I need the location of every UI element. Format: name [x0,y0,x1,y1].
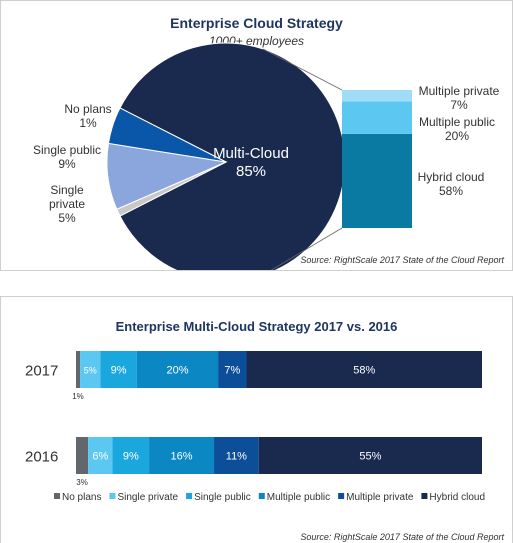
multi-cloud-comparison-panel: Enterprise Multi-Cloud Strategy 2017 vs.… [0,296,513,543]
bar-segment-2017-hybrid-cloud [246,351,482,388]
pie-label-single-private: Single private 5% [31,183,103,225]
breakdown-label-hybrid-cloud-name: Hybrid cloud [417,170,485,184]
breakdown-segment-multiple-public [342,101,412,134]
breakdown-label-multiple-public: Multiple public 20% [414,115,500,143]
bar-value-label-2017-hybrid-cloud: 58% [353,365,375,377]
bar-value-label-2016-single-private: 6% [92,451,108,463]
pie-label-single-private-name: Single private [48,183,86,211]
bar-value-label-2016-multiple-public: 16% [171,451,193,463]
pie-chart-source: Source: RightScale 2017 State of the Clo… [300,255,504,265]
pie-label-single-public: Single public 9% [31,143,103,171]
bar-segment-2017-single-private [80,351,101,388]
pie-label-single-public-name: Single public [32,143,102,157]
legend-label-multiple-public: Multiple public [267,492,330,503]
legend-label-multiple-private: Multiple private [346,492,414,503]
bar-chart-title: Enterprise Multi-Cloud Strategy 2017 vs.… [115,319,398,334]
breakdown-label-multiple-private: Multiple private 7% [414,84,504,112]
connector-line-top [262,48,343,91]
legend-swatch-single-private [109,493,116,499]
bar-value-label-2017-no-plans: 1% [72,392,84,401]
legend-label-single-private: Single private [117,492,178,503]
pie-label-no-plans-name: No plans [64,102,112,116]
legend-label-single-public: Single public [194,492,251,503]
bar-category-label-2017: 2017 [25,363,58,380]
bar-segment-2016-hybrid-cloud [258,437,482,474]
bar-segment-2016-single-private [88,437,113,474]
bar-value-label-2017-multiple-private: 7% [224,365,240,377]
cloud-strategy-panel: Enterprise Cloud Strategy 1000+ employee… [0,0,513,271]
bar-value-label-2017-single-private: 5% [84,366,97,376]
connector-line-bottom [270,227,343,270]
pie-label-multi-cloud-name: Multi-Cloud [213,145,289,162]
pie-slice-single-private [107,107,227,163]
bar-segment-2016-single-public [112,437,150,474]
pie-label-multi-cloud-value: 85% [235,163,267,180]
bar-value-label-2016-multiple-private: 11% [226,451,247,463]
bar-value-label-2017-multiple-public: 20% [166,365,188,377]
breakdown-label-hybrid-cloud: Hybrid cloud 58% [414,170,488,198]
bar-value-label-2017-single-public: 9% [111,365,127,377]
pie-label-single-public-value: 9% [58,157,76,171]
bar-segment-2017-multiple-private [218,351,247,388]
pie-label-single-private-value: 5% [58,211,76,225]
breakdown-label-multiple-private-name: Multiple private [418,84,500,98]
legend-swatch-hybrid-cloud [421,493,428,499]
bar-value-label-2016-hybrid-cloud: 55% [359,451,381,463]
breakdown-segment-multiple-private [342,90,412,102]
pie-chart [106,42,412,270]
bar-segment-2017-multiple-public [136,351,219,388]
pie-label-no-plans: No plans 1% [61,102,115,130]
legend-swatch-no-plans [54,493,60,499]
legend-label-hybrid-cloud: Hybrid cloud [429,492,485,503]
bar-segment-2017-single-public [100,351,137,388]
stacked-bar-chart: 2017 1% 5% 9% 20% 7% 58% 2016 3% 6% 9% 16% 11% 55% No … [25,351,485,503]
pie-chart-title: Enterprise Cloud Strategy [170,15,343,31]
bar-value-label-2016-single-public: 9% [123,451,139,463]
legend-swatch-multiple-public [258,493,265,499]
bar-chart-source: Source: RightScale 2017 State of the Clo… [300,532,504,542]
pie-label-no-plans-value: 1% [79,116,97,130]
breakdown-segment-hybrid-cloud [342,133,412,228]
breakdown-label-multiple-public-value: 20% [444,129,470,143]
pie-label-multi-cloud: Multi-Cloud 85% [199,145,303,181]
bar-value-label-2016-no-plans: 3% [76,478,88,487]
bar-segment-2016-no-plans [76,437,89,474]
breakdown-label-hybrid-cloud-value: 58% [438,184,464,198]
legend-swatch-multiple-private [338,493,345,499]
bar-category-label-2016: 2016 [25,449,58,466]
bar-segment-2017-no-plans [76,351,81,388]
legend-swatch-single-public [186,493,193,499]
legend-label-no-plans: No plans [62,492,101,503]
breakdown-label-multiple-private-value: 7% [450,98,468,112]
bar-segment-2016-multiple-private [214,437,259,474]
breakdown-label-multiple-public-name: Multiple public [418,115,496,129]
bar-segment-2016-multiple-public [149,437,215,474]
